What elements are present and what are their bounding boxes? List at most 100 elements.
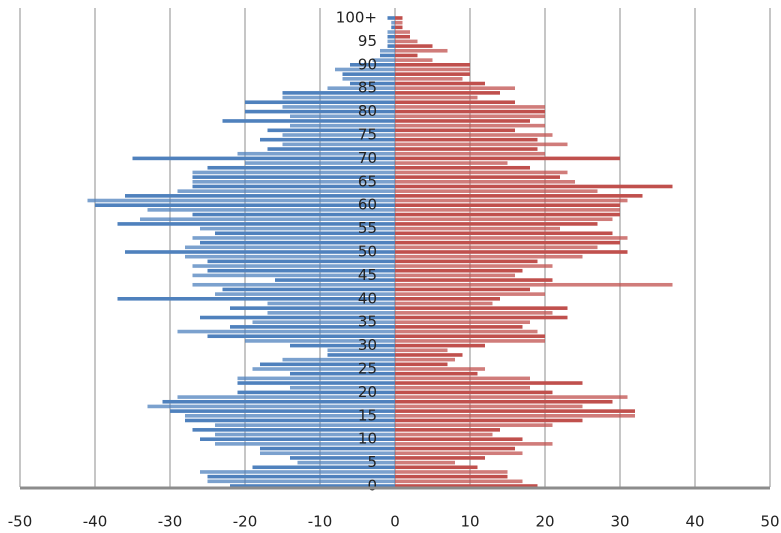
bar <box>290 456 395 460</box>
bar <box>395 44 433 48</box>
bar <box>350 81 395 86</box>
bar <box>395 142 568 147</box>
bar <box>282 357 395 362</box>
bar <box>395 362 448 367</box>
bar <box>350 63 395 67</box>
bar <box>192 282 395 287</box>
bar <box>395 250 628 254</box>
bar <box>395 479 523 484</box>
bar <box>260 451 395 456</box>
bar <box>297 460 395 465</box>
bar <box>192 236 395 240</box>
bar <box>395 165 530 170</box>
bar <box>185 254 395 259</box>
bar <box>335 67 395 72</box>
bar <box>207 165 395 170</box>
bar <box>117 222 395 226</box>
bar <box>222 119 395 123</box>
bar <box>395 353 463 357</box>
bar <box>395 311 553 315</box>
bar <box>252 465 395 470</box>
bar <box>395 203 620 207</box>
bar <box>395 30 410 34</box>
bar <box>395 451 523 456</box>
bar <box>245 109 395 114</box>
bar <box>395 137 538 142</box>
bar <box>395 240 620 245</box>
bar <box>395 320 530 324</box>
bar <box>395 264 553 268</box>
bar <box>391 25 395 30</box>
bar <box>177 329 395 334</box>
bar <box>342 77 395 81</box>
bar <box>117 297 395 301</box>
bar <box>395 348 448 353</box>
bar <box>395 470 508 474</box>
bar <box>395 212 620 217</box>
bar <box>391 20 395 25</box>
bar <box>207 474 395 479</box>
bar <box>395 48 448 53</box>
bar <box>327 353 395 357</box>
y-tick-label: 75 <box>358 126 377 144</box>
bar <box>192 170 395 175</box>
bar <box>395 395 628 399</box>
y-tick-label: 25 <box>358 360 377 378</box>
bar <box>230 484 395 488</box>
bar <box>395 245 598 250</box>
bar <box>192 184 395 189</box>
bar <box>95 203 395 207</box>
bar <box>395 151 545 156</box>
y-tick-label: 40 <box>358 289 377 307</box>
y-tick-label: 10 <box>358 430 377 448</box>
bar <box>207 334 395 339</box>
bar <box>395 67 470 72</box>
x-tick-label: -40 <box>83 513 108 531</box>
y-tick-label: 65 <box>358 172 377 190</box>
bar <box>395 399 613 404</box>
bar <box>200 470 395 474</box>
bar <box>395 194 643 198</box>
bar <box>200 437 395 441</box>
bar <box>395 282 673 287</box>
bar <box>395 16 403 20</box>
bar <box>192 175 395 179</box>
bar <box>395 109 545 114</box>
bar <box>395 128 515 133</box>
bar <box>395 465 478 470</box>
bar <box>395 81 485 86</box>
bar <box>87 198 395 203</box>
bar <box>395 437 523 441</box>
bar <box>215 432 395 437</box>
bar <box>395 231 613 236</box>
y-tick-label: 60 <box>358 196 377 214</box>
y-tick-label: 5 <box>367 453 377 471</box>
bar <box>395 343 485 348</box>
bar <box>200 240 395 245</box>
bar <box>395 357 455 362</box>
bar <box>260 137 395 142</box>
bar <box>252 367 395 371</box>
bar <box>372 58 395 62</box>
bar <box>395 34 410 39</box>
x-tick-label: 0 <box>390 513 400 531</box>
bar <box>327 348 395 353</box>
bar <box>237 376 395 381</box>
bar <box>245 339 395 343</box>
bar <box>395 292 545 296</box>
bar <box>387 39 395 44</box>
bar <box>207 268 395 273</box>
bar <box>230 325 395 329</box>
bar <box>132 156 395 161</box>
bar <box>395 189 598 193</box>
bar <box>177 395 395 399</box>
x-tick-label: 10 <box>460 513 479 531</box>
bar <box>395 432 493 437</box>
bar <box>395 301 493 306</box>
bar <box>395 91 500 95</box>
bar <box>395 334 545 339</box>
bar <box>395 254 583 259</box>
y-tick-label: 100+ <box>336 9 377 27</box>
y-tick-label: 95 <box>358 32 377 50</box>
y-tick-label: 85 <box>358 79 377 97</box>
